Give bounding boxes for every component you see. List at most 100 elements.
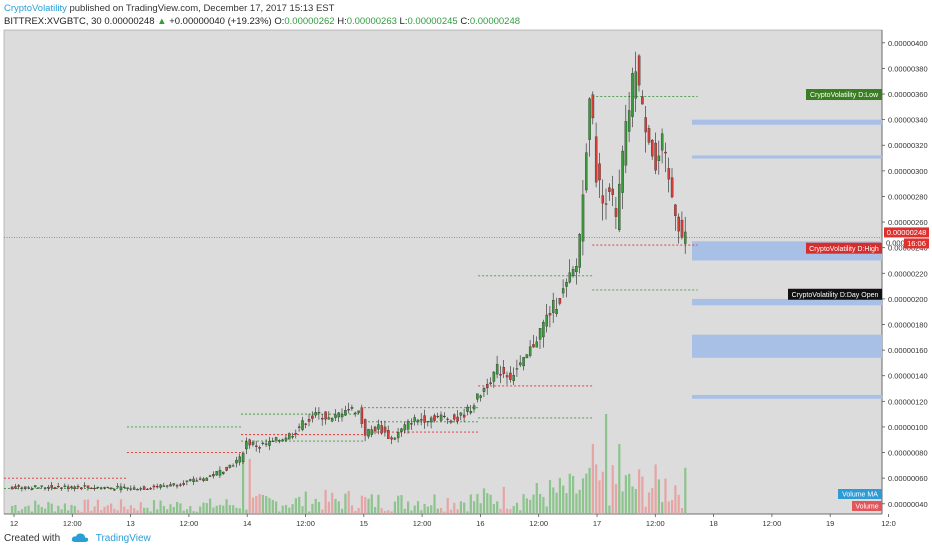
- candle-body: [93, 487, 96, 489]
- candle-body: [337, 412, 341, 418]
- candle-body: [129, 488, 133, 490]
- volume-bar: [453, 502, 456, 514]
- volume-bar: [407, 501, 410, 514]
- volume-bar: [548, 480, 552, 514]
- candle-body: [660, 133, 664, 151]
- volume-bar: [291, 504, 294, 514]
- candle-body: [321, 418, 324, 420]
- x-tick-label: 12: [10, 519, 18, 528]
- volume-bar: [172, 506, 175, 514]
- candle-body: [350, 407, 354, 409]
- volume-bar: [572, 475, 575, 514]
- x-tick-label: 19: [826, 519, 834, 528]
- y-tick-label: 0.00000160: [888, 346, 928, 355]
- candle-body: [535, 341, 539, 348]
- volume-bar: [575, 493, 578, 514]
- candle-body: [288, 433, 291, 440]
- volume-bar: [288, 507, 291, 514]
- candle-body: [591, 94, 595, 119]
- volume-bar: [17, 510, 20, 514]
- volume-bar: [281, 505, 284, 514]
- y-tick-label: 0.00000140: [888, 372, 928, 381]
- candle-body: [73, 486, 77, 489]
- volume-bar: [466, 511, 469, 514]
- volume-bar: [423, 503, 426, 514]
- volume-bar: [440, 507, 443, 514]
- volume-bar: [143, 507, 146, 514]
- candle-body: [525, 354, 529, 359]
- candle-body: [251, 442, 255, 445]
- volume-bar: [486, 493, 489, 514]
- volume-bar: [390, 511, 393, 514]
- chart-area[interactable]: 0.00000400 0.00000380 0.00000360 0.00000340…: [0, 27, 932, 530]
- volume-bar: [152, 500, 156, 514]
- volume-bar: [634, 489, 637, 514]
- candle-body: [119, 486, 123, 491]
- candle-body: [492, 371, 496, 382]
- volume-bar: [314, 498, 317, 514]
- candle-body: [453, 414, 456, 420]
- volume-bar: [387, 510, 390, 514]
- candle-body: [297, 426, 301, 428]
- author-link[interactable]: CryptoVolatility: [4, 3, 67, 14]
- candle-body: [255, 445, 258, 447]
- volume-bar: [110, 503, 113, 514]
- volume-bar: [149, 511, 152, 514]
- volume-bar: [179, 503, 182, 514]
- volume-bar: [73, 505, 76, 514]
- volume-bar: [331, 492, 334, 514]
- candle-body: [301, 420, 304, 430]
- candle-body: [202, 478, 205, 481]
- volume-bar: [40, 506, 43, 514]
- candle-body: [281, 439, 284, 442]
- low-value: 0.00000245: [407, 16, 458, 27]
- close-value: 0.00000248: [469, 16, 521, 27]
- candle-body: [641, 96, 644, 105]
- volume-bar: [189, 506, 192, 514]
- candle-body: [314, 412, 317, 416]
- candle-body: [578, 234, 581, 268]
- volume-bar: [558, 477, 561, 514]
- candle-body: [63, 485, 67, 487]
- volume-bar: [232, 505, 235, 514]
- legend-label: Volume MA: [842, 492, 878, 499]
- candle-body: [601, 195, 605, 204]
- candle-body: [614, 208, 618, 217]
- price-chart[interactable]: 0.00000400 0.00000380 0.00000360 0.00000340…: [0, 27, 932, 530]
- candle-body: [182, 482, 185, 485]
- candle-body: [674, 204, 677, 216]
- volume-bar: [618, 444, 621, 514]
- volume-bar: [380, 508, 383, 514]
- volume-bar: [271, 499, 274, 514]
- volume-bar: [251, 497, 255, 514]
- candle-body: [225, 466, 228, 471]
- candle-body: [195, 480, 199, 482]
- tradingview-brand[interactable]: TradingView: [95, 533, 151, 544]
- symbol-label: BITTREX:XVGBTC, 30: [4, 16, 102, 27]
- candle-body: [169, 484, 172, 487]
- candle-body: [238, 456, 242, 463]
- candle-body: [403, 424, 407, 431]
- volume-bar: [53, 511, 57, 514]
- volume-bar: [651, 487, 654, 514]
- volume-bar: [621, 491, 624, 514]
- candle-body: [175, 485, 179, 487]
- volatility-zone: [692, 334, 882, 358]
- price-change: +0.00000040 (+19.23%): [169, 16, 272, 27]
- volume-bar: [265, 496, 268, 514]
- candle-body: [324, 411, 327, 420]
- candle-body: [80, 487, 83, 490]
- candle-body: [116, 485, 119, 488]
- volume-bar: [354, 510, 357, 514]
- volume-bar: [473, 501, 476, 514]
- volume-bar: [565, 493, 568, 514]
- candle-body: [568, 272, 572, 283]
- volume-bar: [367, 498, 370, 514]
- candle-body: [482, 388, 486, 392]
- candle-body: [60, 487, 63, 489]
- volume-bar: [512, 506, 515, 514]
- close-label: C:: [460, 16, 470, 27]
- candle-body: [149, 488, 152, 490]
- candle-body: [271, 440, 275, 442]
- candle-body: [360, 407, 364, 424]
